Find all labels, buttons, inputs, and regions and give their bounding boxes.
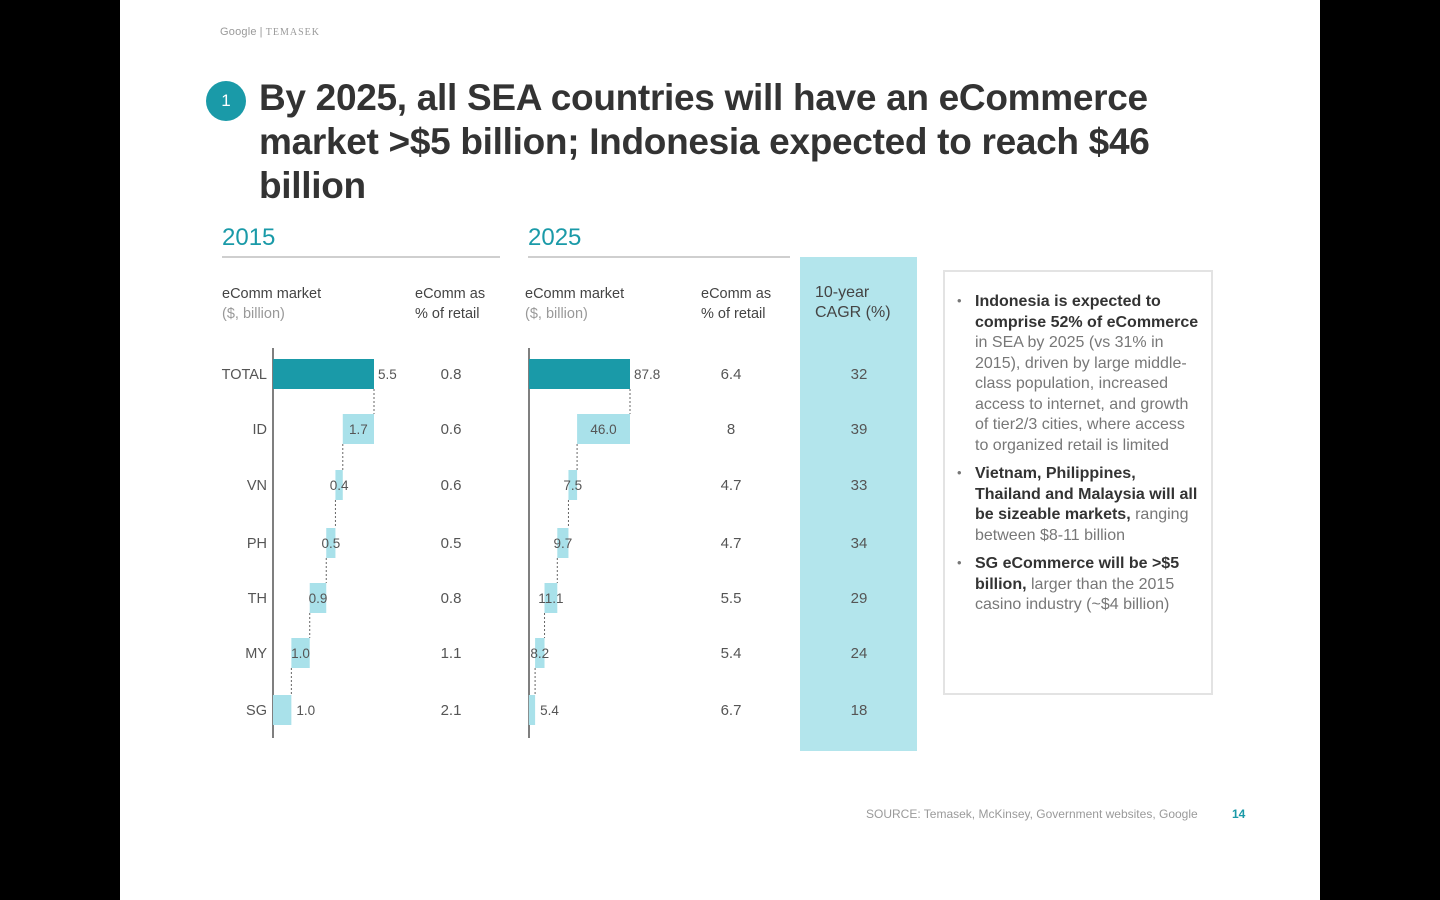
retail-label-1: eComm as bbox=[701, 286, 772, 302]
category-label: TOTAL bbox=[222, 367, 267, 383]
retail-label-2: % of retail bbox=[415, 306, 480, 322]
retail-label-2: % of retail bbox=[701, 306, 766, 322]
cagr-header: 10-year CAGR (%) bbox=[815, 283, 891, 323]
bar2015-bar-sg bbox=[273, 695, 292, 725]
bar2015-value-label: 1.0 bbox=[296, 703, 315, 718]
source-note: SOURCE: Temasek, McKinsey, Government we… bbox=[866, 807, 1198, 821]
category-label: TH bbox=[248, 591, 267, 607]
bar2025-bar-total bbox=[529, 359, 630, 389]
cagr-label-1: 10-year bbox=[815, 284, 870, 301]
step-badge: 1 bbox=[206, 81, 246, 121]
insight-text: larger than the 2015 casino industry (~$… bbox=[975, 575, 1175, 614]
market-2025-header: eComm market ($, billion) bbox=[525, 284, 624, 324]
bar2025-bar-sg bbox=[528, 695, 536, 725]
category-label: VN bbox=[247, 478, 267, 494]
insight-bold: Indonesia is expected to comprise 52% of… bbox=[975, 293, 1199, 331]
retail-2015-header: eComm as % of retail bbox=[415, 284, 485, 324]
bar2025-bar-vn bbox=[568, 470, 578, 500]
page-number: 14 bbox=[1232, 807, 1246, 821]
cagr-value: 18 bbox=[851, 702, 868, 719]
bar2015-value-label: 0.4 bbox=[330, 478, 349, 493]
insight-text: ranging between $8-11 billion bbox=[975, 506, 1189, 544]
bar2025-value-label: 7.5 bbox=[563, 478, 582, 493]
bar2015-bar-ph bbox=[326, 528, 336, 558]
category-label: PH bbox=[247, 536, 267, 552]
bar2025-retail-pct: 4.7 bbox=[721, 535, 742, 552]
bar2015-retail-pct: 2.1 bbox=[441, 702, 462, 719]
year-2025-rule bbox=[528, 256, 790, 258]
bar2015-value-label: 1.0 bbox=[291, 646, 310, 661]
bar2015-value-label: 1.7 bbox=[349, 422, 368, 437]
bar2025-bar-ph bbox=[557, 528, 569, 558]
bar2025-bar-th bbox=[544, 583, 558, 613]
bar2015-bar-id bbox=[342, 414, 374, 444]
bar2015-retail-pct: 0.5 bbox=[441, 535, 462, 552]
slide-title: By 2025, all SEA countries will have an … bbox=[259, 77, 1150, 206]
bar2015-retail-pct: 0.6 bbox=[441, 477, 462, 494]
cagr-value: 33 bbox=[851, 477, 868, 494]
bar2025-retail-pct: 5.4 bbox=[721, 645, 742, 662]
bar2015-retail-pct: 0.8 bbox=[441, 590, 462, 607]
cagr-value: 39 bbox=[851, 421, 868, 438]
bar2025-retail-pct: 4.7 bbox=[721, 477, 742, 494]
insight-bold: SG eCommerce will be >$5 billion, bbox=[975, 555, 1180, 593]
bar2025-retail-pct: 5.5 bbox=[721, 590, 742, 607]
cagr-label-2: CAGR (%) bbox=[815, 304, 891, 321]
brand-temasek: TEMASEK bbox=[265, 27, 320, 38]
cagr-value: 24 bbox=[851, 645, 868, 662]
bar2015-value-label: 5.5 bbox=[378, 367, 397, 382]
market-label: eComm market bbox=[525, 286, 625, 302]
insight-text: in SEA by 2025 (vs 31% in 2015), driven … bbox=[975, 334, 1189, 454]
market-label: eComm market bbox=[222, 286, 322, 302]
market-unit: ($, billion) bbox=[525, 306, 588, 322]
year-2025-heading: 2025 bbox=[528, 224, 582, 251]
brand-separator: | bbox=[259, 26, 263, 38]
key-insights-box: Indonesia is expected to comprise 52% of… bbox=[943, 270, 1213, 695]
market-unit: ($, billion) bbox=[222, 306, 285, 322]
bar2025-bar-id bbox=[577, 414, 630, 444]
cagr-value: 34 bbox=[851, 535, 868, 552]
market-2015-header: eComm market ($, billion) bbox=[222, 284, 321, 324]
bar2015-retail-pct: 1.1 bbox=[441, 645, 462, 662]
insight-bold: Vietnam, Philippines, Thailand and Malay… bbox=[975, 465, 1198, 523]
bar2025-value-label: 11.1 bbox=[538, 591, 563, 606]
bar2025-retail-pct: 6.4 bbox=[721, 366, 742, 383]
bar2015-value-label: 0.5 bbox=[321, 536, 340, 551]
bar2025-value-label: 46.0 bbox=[590, 422, 616, 437]
cagr-value: 29 bbox=[851, 590, 868, 607]
bar2025-value-label: 87.8 bbox=[634, 367, 660, 382]
retail-2025-header: eComm as % of retail bbox=[701, 284, 771, 324]
bar2015-bar-total bbox=[273, 359, 374, 389]
bar2015-retail-pct: 0.8 bbox=[441, 366, 462, 383]
waterfall-chart: 5.5 0.8 TOTAL 1.7 0.6 ID 0.4 0.6 VN 0.5 0.5 PH 0.9 0.… bbox=[222, 348, 868, 738]
insight-item: Vietnam, Philippines, Thailand and Malay… bbox=[957, 463, 1201, 546]
bar2015-retail-pct: 0.6 bbox=[441, 421, 462, 438]
slide: Google | TEMASEK 1 By 2025, all SEA countr… bbox=[120, 0, 1320, 900]
category-label: ID bbox=[253, 422, 268, 438]
category-label: SG bbox=[246, 703, 267, 719]
bar2025-value-label: 9.7 bbox=[553, 536, 572, 551]
retail-label-1: eComm as bbox=[415, 286, 486, 302]
brand-google: Google bbox=[220, 26, 257, 38]
bar2015-bar-th bbox=[309, 583, 327, 613]
insight-item: Indonesia is expected to comprise 52% of… bbox=[957, 291, 1201, 456]
bar2025-value-label: 5.4 bbox=[540, 703, 559, 718]
bar2025-retail-pct: 8 bbox=[727, 421, 735, 438]
bar2025-bar-my bbox=[535, 638, 545, 668]
cagr-column-background bbox=[800, 257, 917, 751]
insight-item: SG eCommerce will be >$5 billion, larger… bbox=[957, 553, 1201, 616]
bar2015-value-label: 0.9 bbox=[309, 591, 328, 606]
year-2015-heading: 2015 bbox=[222, 224, 276, 251]
category-label: MY bbox=[245, 646, 267, 662]
bar2015-bar-vn bbox=[335, 470, 343, 500]
year-2015-rule bbox=[222, 256, 500, 258]
bar2015-bar-my bbox=[291, 638, 310, 668]
brand-logo: Google | TEMASEK bbox=[220, 26, 320, 38]
bar2025-retail-pct: 6.7 bbox=[721, 702, 742, 719]
cagr-value: 32 bbox=[851, 366, 868, 383]
bar2025-value-label: 8.2 bbox=[530, 646, 549, 661]
